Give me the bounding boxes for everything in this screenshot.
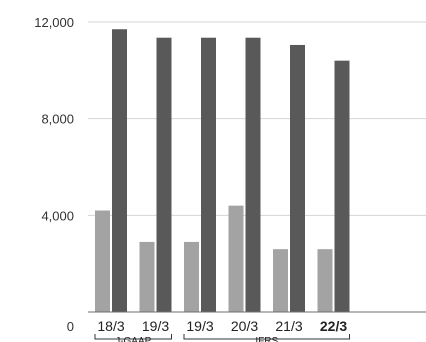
bar: [245, 37, 261, 312]
x-category-label: 19/3: [142, 318, 169, 334]
bar: [228, 205, 244, 312]
bars: [95, 29, 350, 312]
y-axis-ticks: 0 4,000 8,000 12,000: [34, 15, 74, 334]
bar: [139, 241, 155, 312]
bar: [184, 241, 199, 312]
bar: [112, 29, 127, 312]
y-tick-label: 0: [67, 319, 74, 334]
x-category-label: 22/3: [320, 318, 347, 334]
category-groups: J-GAAP IFRS: [94, 334, 350, 342]
bar: [95, 210, 110, 312]
y-tick-label: 12,000: [34, 15, 74, 30]
x-category-label: 19/3: [186, 318, 213, 334]
y-tick-label: 4,000: [41, 208, 74, 223]
bar: [273, 249, 288, 312]
x-category-label: 20/3: [231, 318, 258, 334]
x-axis-categories: 18/3 19/3 19/3 20/3 21/3 22/3: [97, 318, 347, 334]
group-bracket: [183, 334, 350, 340]
bar: [317, 249, 333, 312]
x-category-label: 21/3: [275, 318, 302, 334]
bar: [290, 44, 305, 312]
x-category-label: 18/3: [97, 318, 124, 334]
group-bracket: [94, 334, 172, 340]
bar: [334, 60, 350, 312]
group-label: IFRS: [255, 336, 278, 342]
group-label: J-GAAP: [115, 336, 151, 342]
y-tick-label: 8,000: [41, 112, 74, 127]
bar: [201, 37, 216, 312]
bar: [156, 37, 172, 312]
